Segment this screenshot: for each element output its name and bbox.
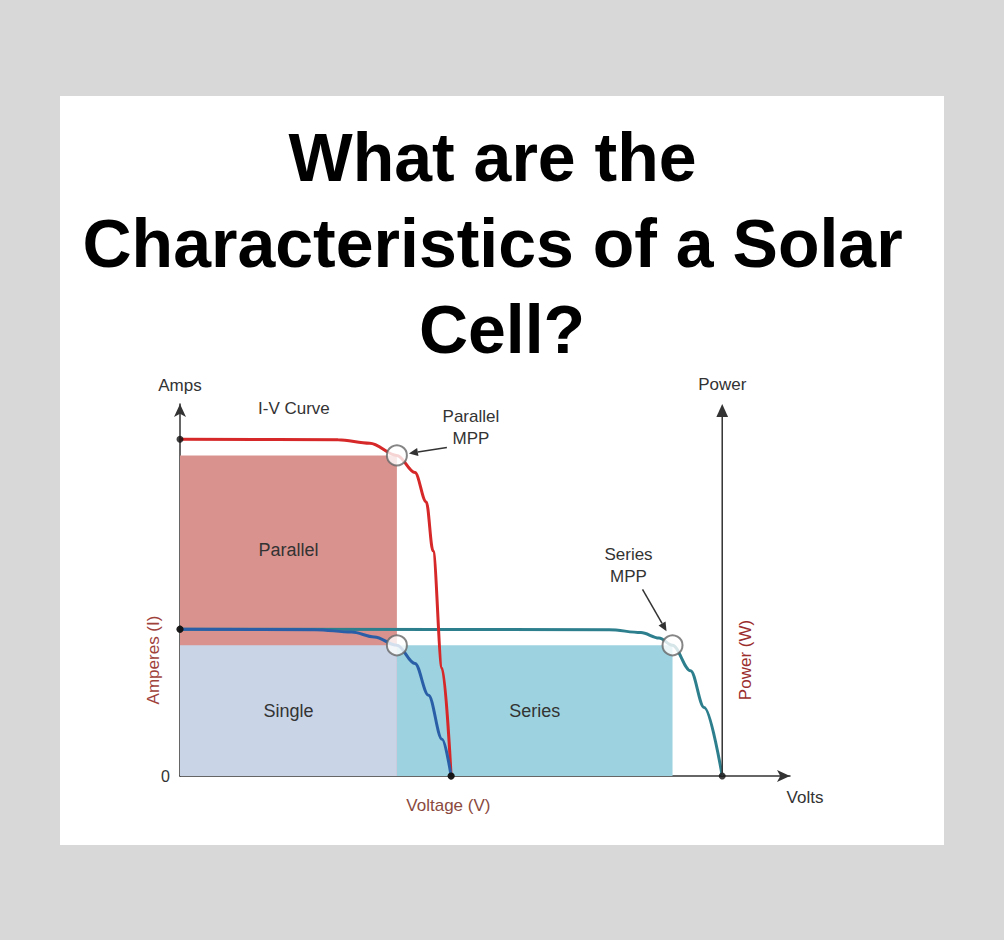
- svg-text:Single: Single: [263, 701, 313, 721]
- svg-text:Parallel: Parallel: [443, 407, 500, 426]
- svg-text:Series: Series: [509, 701, 560, 721]
- svg-text:0: 0: [161, 768, 170, 785]
- svg-text:Volts: Volts: [787, 788, 824, 807]
- svg-text:I-V Curve: I-V Curve: [258, 399, 330, 418]
- svg-text:Amperes (I): Amperes (I): [144, 616, 163, 705]
- svg-text:Parallel: Parallel: [258, 540, 318, 560]
- svg-text:Series: Series: [604, 545, 652, 564]
- svg-text:Characteristics of a Solar: Characteristics of a Solar: [82, 205, 921, 281]
- svg-text:MPP: MPP: [610, 567, 647, 586]
- svg-text:What are the: What are the: [289, 119, 716, 195]
- svg-text:MPP: MPP: [452, 429, 489, 448]
- svg-text:Power: Power: [698, 375, 747, 394]
- svg-text:Voltage (V): Voltage (V): [406, 796, 490, 815]
- svg-text:Cell?: Cell?: [419, 291, 585, 367]
- svg-text:Power (W): Power (W): [736, 620, 755, 700]
- svg-text:Amps: Amps: [158, 376, 201, 395]
